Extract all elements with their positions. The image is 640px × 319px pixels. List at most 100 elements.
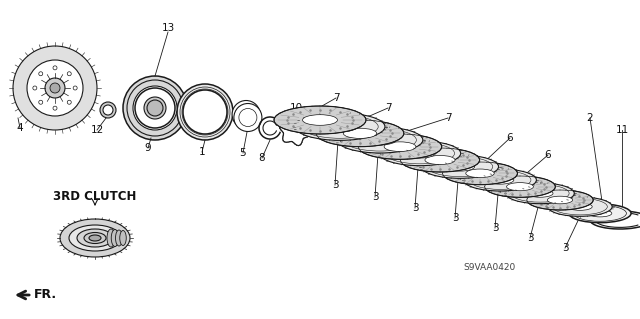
Ellipse shape	[442, 162, 518, 185]
Text: 9: 9	[145, 143, 151, 153]
Circle shape	[67, 100, 71, 104]
Circle shape	[127, 80, 183, 136]
Circle shape	[39, 72, 43, 76]
Circle shape	[100, 102, 116, 118]
Ellipse shape	[84, 233, 106, 243]
Ellipse shape	[380, 141, 461, 166]
Ellipse shape	[323, 122, 357, 132]
Ellipse shape	[428, 157, 493, 177]
Ellipse shape	[385, 143, 454, 164]
Ellipse shape	[302, 115, 378, 138]
Circle shape	[237, 106, 255, 123]
Ellipse shape	[115, 230, 122, 246]
Text: 6: 6	[545, 150, 551, 160]
Ellipse shape	[484, 176, 556, 197]
Ellipse shape	[553, 198, 607, 215]
Ellipse shape	[337, 127, 423, 153]
Ellipse shape	[89, 235, 101, 241]
Circle shape	[50, 83, 60, 93]
Text: 5: 5	[240, 148, 246, 158]
Ellipse shape	[588, 210, 612, 217]
Ellipse shape	[548, 197, 612, 216]
Text: 4: 4	[17, 123, 23, 133]
Text: FR.: FR.	[34, 288, 57, 301]
Ellipse shape	[404, 149, 435, 158]
Ellipse shape	[295, 113, 385, 140]
Ellipse shape	[573, 205, 627, 221]
Ellipse shape	[511, 185, 569, 202]
Ellipse shape	[107, 229, 115, 247]
Circle shape	[182, 89, 228, 135]
Ellipse shape	[469, 171, 531, 189]
Ellipse shape	[486, 176, 514, 184]
Circle shape	[135, 88, 175, 128]
Ellipse shape	[422, 155, 499, 178]
Circle shape	[27, 60, 83, 116]
Text: S9VAA0420: S9VAA0420	[464, 263, 516, 272]
Ellipse shape	[344, 129, 417, 151]
Text: 3: 3	[332, 180, 339, 190]
Text: 3: 3	[527, 233, 533, 243]
Ellipse shape	[77, 229, 113, 247]
Text: 1: 1	[198, 147, 205, 157]
Ellipse shape	[463, 169, 536, 191]
Text: 11: 11	[616, 125, 628, 135]
Circle shape	[53, 66, 57, 70]
Text: 3RD CLUTCH: 3RD CLUTCH	[53, 189, 137, 203]
Ellipse shape	[466, 169, 494, 178]
Circle shape	[147, 100, 163, 116]
Text: 7: 7	[333, 93, 339, 103]
Circle shape	[73, 86, 77, 90]
Text: 7: 7	[385, 103, 391, 113]
Ellipse shape	[364, 135, 396, 145]
Circle shape	[180, 87, 230, 137]
Ellipse shape	[507, 182, 533, 191]
Ellipse shape	[316, 120, 404, 147]
Circle shape	[144, 97, 166, 119]
Text: 3: 3	[412, 203, 419, 213]
Ellipse shape	[303, 115, 337, 125]
Text: 3: 3	[492, 223, 499, 233]
Ellipse shape	[506, 183, 574, 204]
Text: 7: 7	[445, 113, 451, 123]
Text: 8: 8	[259, 153, 266, 163]
Text: 2: 2	[587, 113, 593, 123]
Text: 13: 13	[161, 23, 175, 33]
Ellipse shape	[568, 203, 592, 210]
Ellipse shape	[69, 225, 121, 251]
Circle shape	[177, 84, 233, 140]
Text: 3: 3	[452, 213, 458, 223]
Circle shape	[123, 76, 187, 140]
Ellipse shape	[358, 134, 442, 159]
Text: 3: 3	[562, 243, 568, 253]
Circle shape	[67, 72, 71, 76]
Ellipse shape	[401, 148, 479, 172]
Ellipse shape	[343, 128, 377, 138]
Text: 3: 3	[372, 192, 378, 202]
Circle shape	[13, 46, 97, 130]
Ellipse shape	[547, 196, 573, 204]
Circle shape	[45, 78, 65, 98]
Circle shape	[53, 106, 57, 110]
Circle shape	[33, 86, 37, 90]
Circle shape	[239, 108, 257, 127]
Circle shape	[39, 100, 43, 104]
Circle shape	[234, 103, 262, 131]
Ellipse shape	[384, 142, 416, 152]
Ellipse shape	[527, 190, 593, 210]
Text: 10: 10	[289, 103, 303, 113]
Ellipse shape	[111, 229, 119, 247]
Ellipse shape	[569, 204, 631, 223]
Circle shape	[183, 90, 227, 134]
Ellipse shape	[274, 106, 366, 134]
Text: 6: 6	[507, 133, 513, 143]
Circle shape	[103, 105, 113, 115]
Circle shape	[133, 86, 177, 130]
Ellipse shape	[425, 155, 455, 165]
Circle shape	[232, 100, 260, 129]
Text: 12: 12	[90, 125, 104, 135]
Ellipse shape	[527, 189, 553, 197]
Ellipse shape	[60, 219, 130, 257]
Ellipse shape	[120, 231, 126, 246]
Ellipse shape	[445, 162, 475, 171]
